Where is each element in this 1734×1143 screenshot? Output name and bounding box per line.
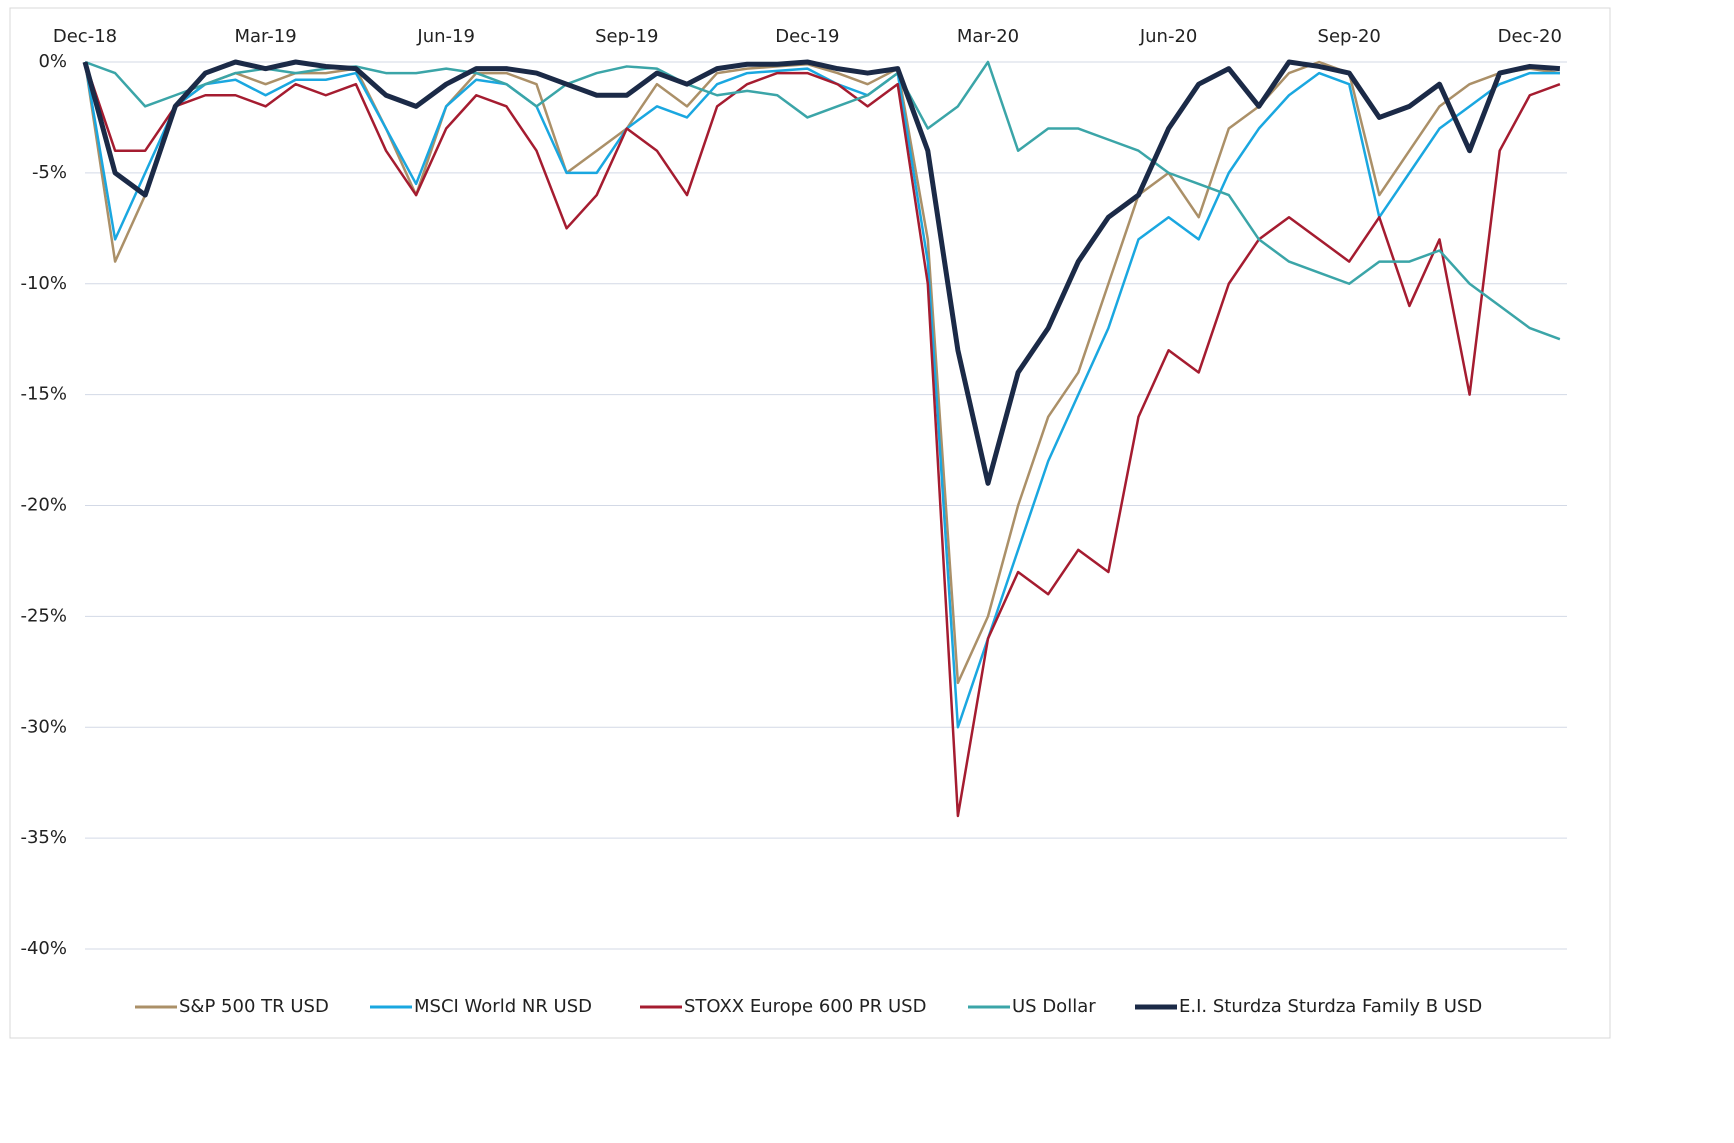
- x-tick-label: Dec-18: [53, 26, 117, 47]
- y-tick-label: -20%: [20, 495, 67, 516]
- y-tick-label: -10%: [20, 273, 67, 294]
- y-tick-label: 0%: [38, 51, 67, 72]
- y-tick-label: -35%: [20, 827, 67, 848]
- y-tick-label: -15%: [20, 384, 67, 405]
- legend-label: MSCI World NR USD: [414, 996, 592, 1017]
- legend-label: US Dollar: [1012, 996, 1096, 1017]
- legend-label: E.I. Sturdza Sturdza Family B USD: [1179, 996, 1482, 1017]
- series-line: [84, 60, 1561, 341]
- series-line: [82, 59, 1561, 486]
- x-tick-label: Jun-20: [1139, 26, 1198, 47]
- x-tick-label: Mar-20: [957, 26, 1019, 47]
- x-tick-label: Sep-20: [1318, 26, 1381, 47]
- y-tick-label: -25%: [20, 605, 67, 626]
- legend-label: S&P 500 TR USD: [179, 996, 329, 1017]
- x-tick-label: Sep-19: [595, 26, 658, 47]
- x-tick-label: Dec-20: [1498, 26, 1562, 47]
- series-line: [83, 61, 1561, 818]
- legend-label: STOXX Europe 600 PR USD: [684, 996, 926, 1017]
- frame: [9, 7, 1611, 1039]
- x-tick-label: Mar-19: [234, 26, 296, 47]
- y-tick-label: -30%: [20, 716, 67, 737]
- series-line: [83, 61, 1560, 729]
- y-tick-label: -5%: [32, 162, 67, 183]
- x-tick-label: Dec-19: [775, 26, 839, 47]
- x-tick-label: Jun-19: [416, 26, 475, 47]
- series-line: [83, 60, 1561, 685]
- y-tick-label: -40%: [20, 938, 67, 959]
